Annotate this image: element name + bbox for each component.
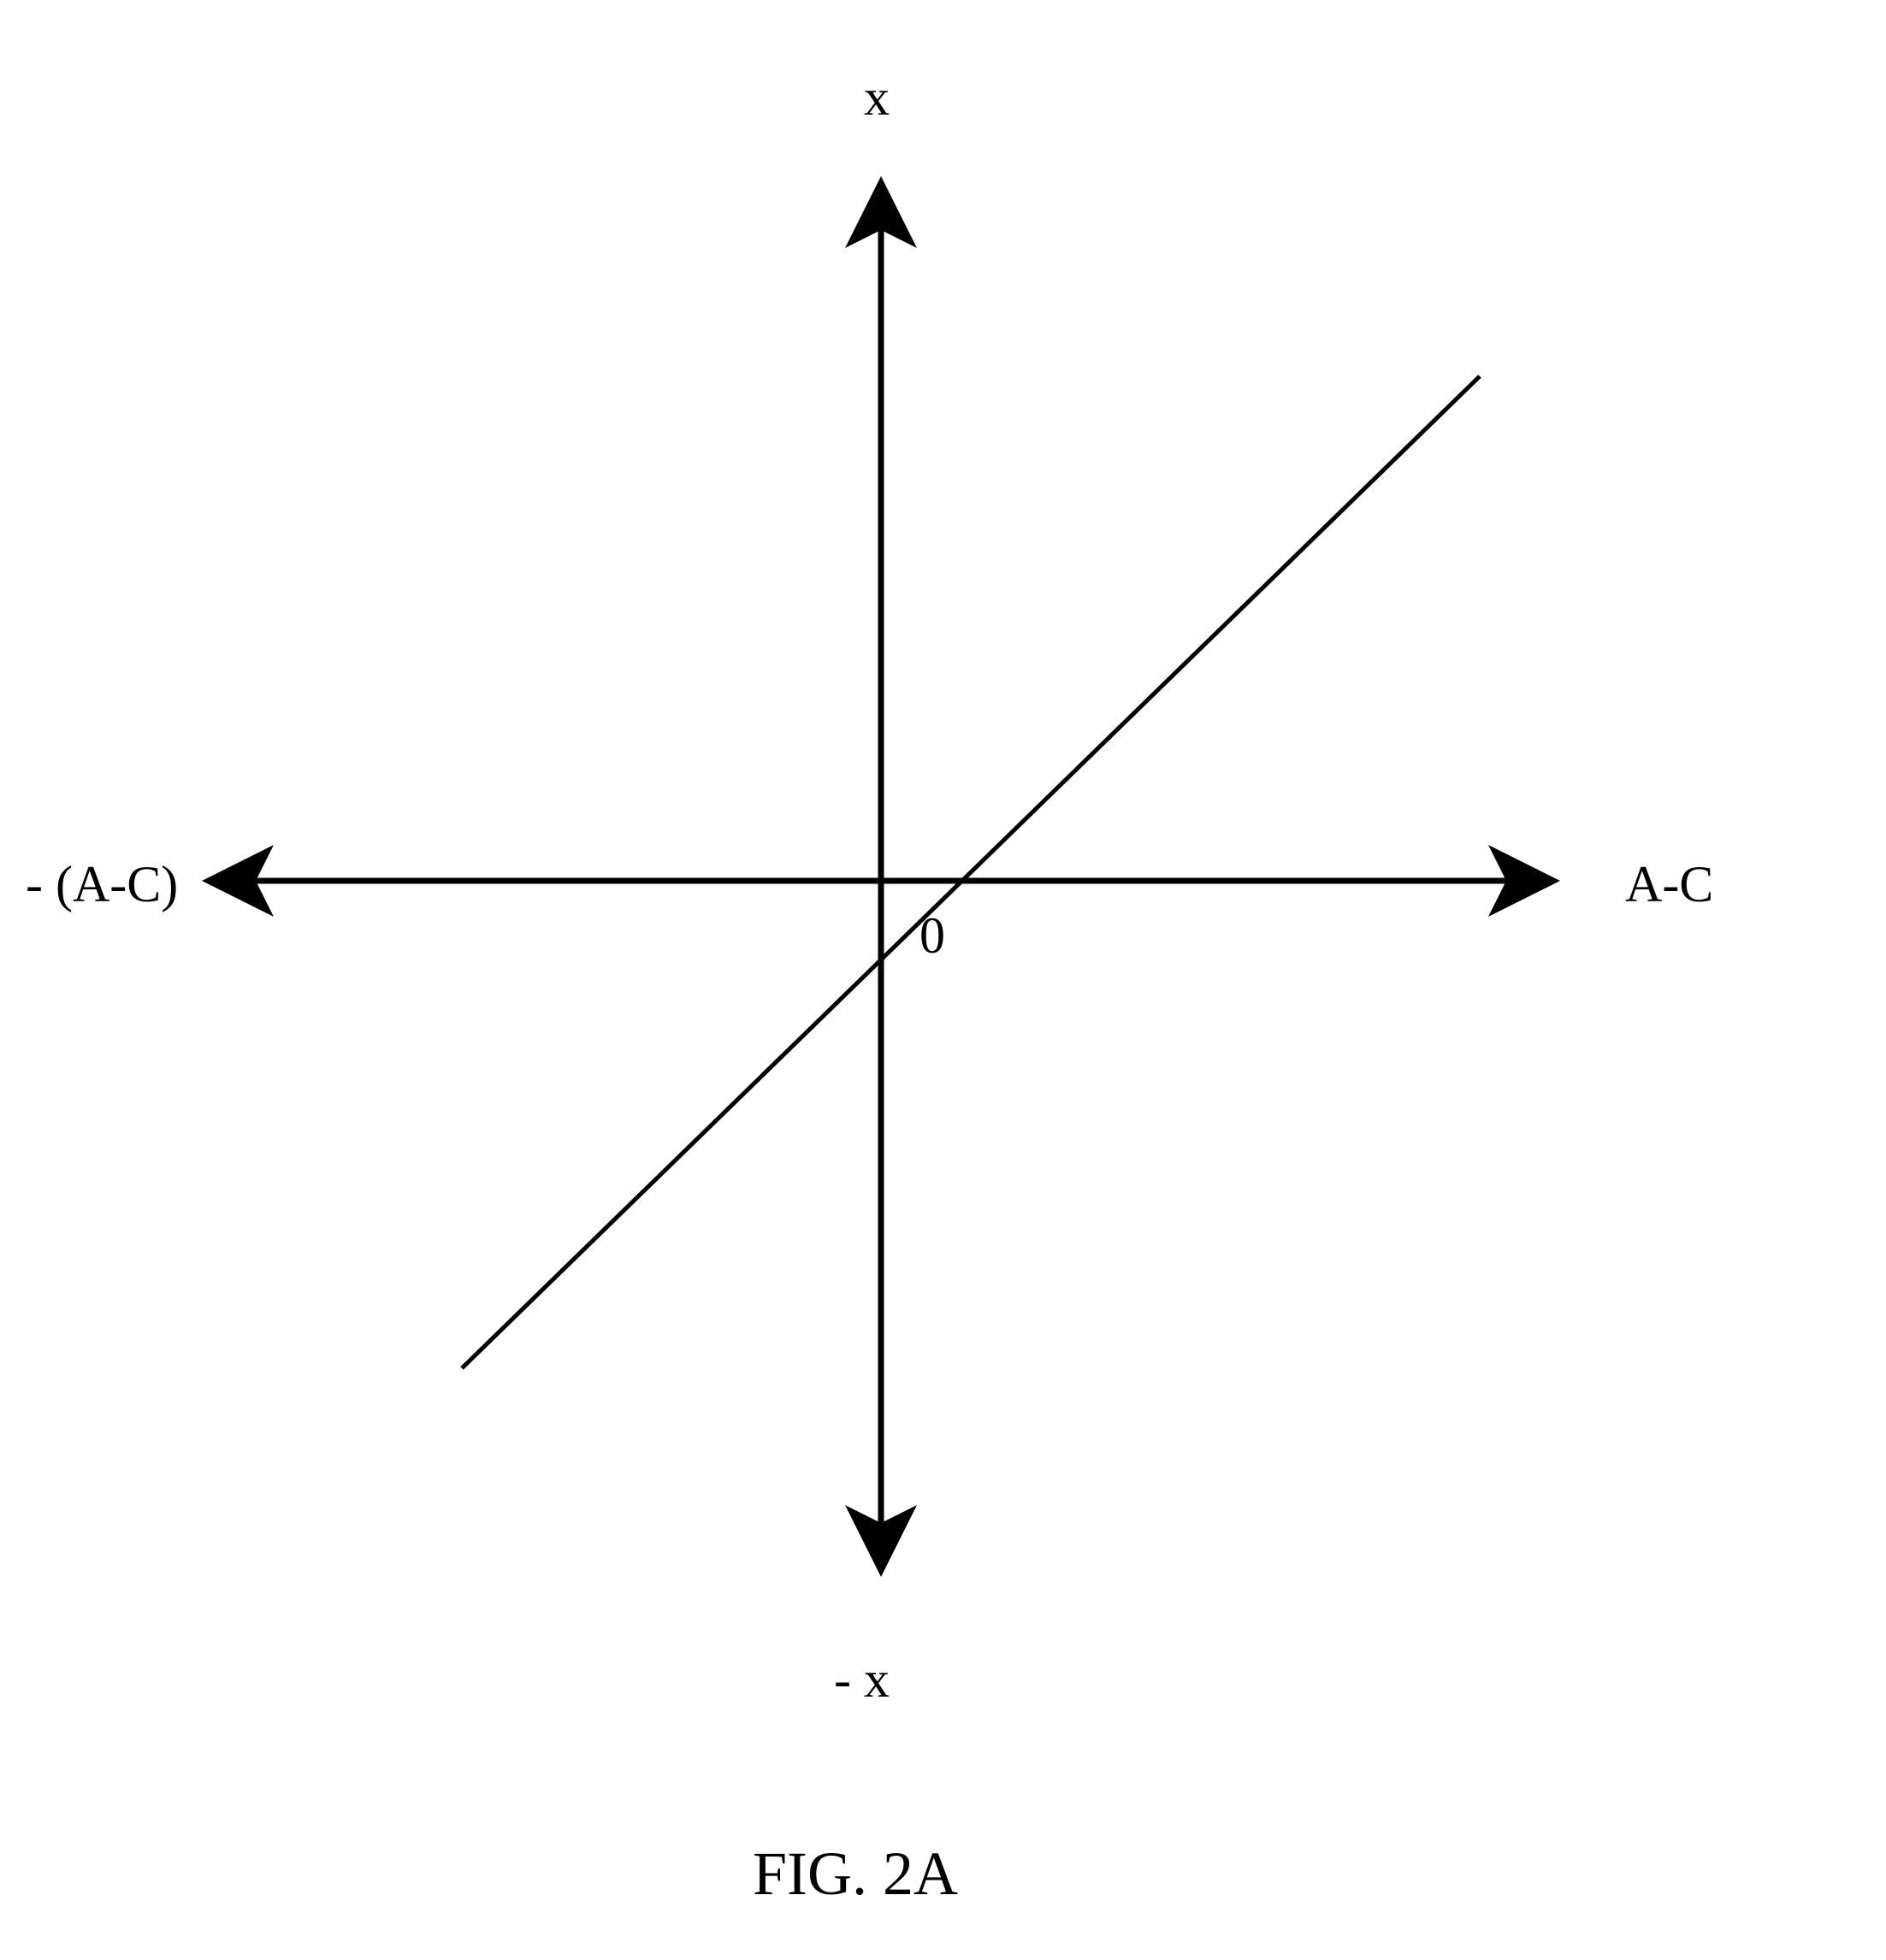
figure-caption: FIG. 2A (753, 1839, 958, 1910)
label-right: A-C (1625, 855, 1713, 914)
label-origin: 0 (919, 906, 945, 965)
label-left: - (A-C) (26, 855, 178, 914)
diagram-container: x - x - (A-C) A-C 0 FIG. 2A (0, 0, 1886, 1960)
axis-diagram-svg (0, 0, 1886, 1960)
label-bottom: - x (834, 1650, 890, 1709)
diagonal-line (462, 376, 1480, 1368)
label-top: x (864, 68, 890, 127)
